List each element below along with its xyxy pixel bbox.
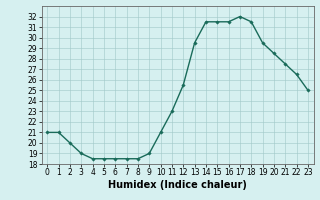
X-axis label: Humidex (Indice chaleur): Humidex (Indice chaleur) — [108, 180, 247, 190]
